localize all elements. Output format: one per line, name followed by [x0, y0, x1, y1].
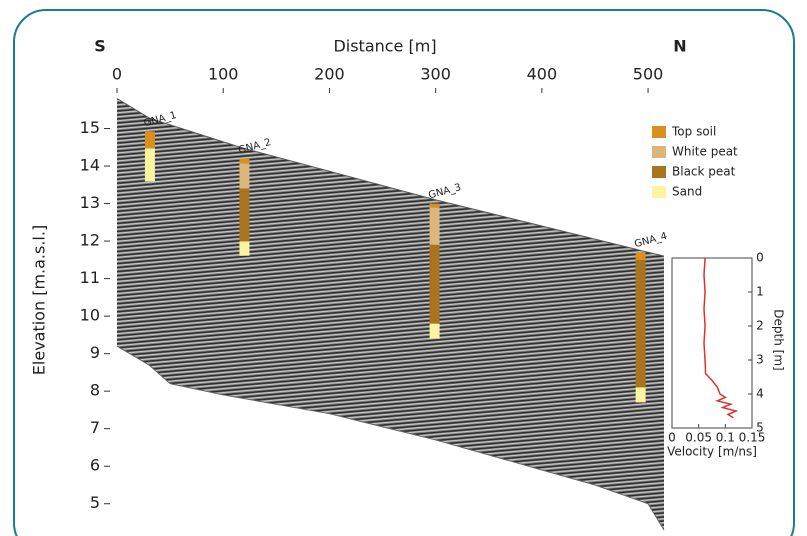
borehole-layer: [239, 189, 249, 242]
legend-swatch: [652, 186, 666, 198]
inset-plot: [672, 258, 752, 428]
inset-y-tick-label: 3: [756, 353, 764, 367]
y-tick-label: 11: [80, 268, 100, 287]
inset-y-tick-label: 1: [756, 285, 764, 299]
direction-label: S: [94, 37, 106, 56]
inset-x-tick-label: 0.1: [716, 431, 735, 445]
x-tick-label: 500: [633, 65, 664, 84]
legend-label: White peat: [672, 145, 738, 159]
x-tick-label: 400: [527, 65, 558, 84]
legend-swatch: [652, 166, 666, 178]
legend-swatch: [652, 146, 666, 158]
legend-label: Black peat: [672, 165, 736, 179]
borehole-layer: [145, 148, 155, 181]
y-tick-label: 9: [90, 343, 100, 362]
inset-y-tick-label: 2: [756, 319, 764, 333]
y-tick-label: 8: [90, 381, 100, 400]
legend-swatch: [652, 126, 666, 138]
x-axis-title: Distance [m]: [333, 37, 436, 56]
y-tick-label: 14: [80, 156, 100, 175]
y-tick-label: 13: [80, 193, 100, 212]
y-tick-label: 12: [80, 231, 100, 250]
y-tick-label: 5: [90, 493, 100, 512]
borehole-layer: [636, 252, 646, 260]
borehole-layer: [636, 387, 646, 402]
inset-x-title: Velocity [m/ns]: [667, 445, 757, 459]
inset-y-tick-label: 0: [756, 251, 764, 265]
borehole-layer: [430, 204, 440, 208]
inset-x-tick-label: 0: [668, 431, 676, 445]
legend-label: Sand: [672, 185, 702, 199]
borehole-layer: [636, 260, 646, 388]
borehole-layer: [239, 159, 249, 164]
y-tick-label: 7: [90, 418, 100, 437]
borehole-layer: [430, 245, 440, 324]
x-tick-label: 300: [420, 65, 451, 84]
inset-y-tick-label: 4: [756, 387, 764, 401]
borehole-layer: [430, 324, 440, 339]
direction-label: N: [673, 37, 686, 56]
x-tick-label: 100: [208, 65, 239, 84]
figure: Distance [m] S N Elevation [m.a.s.l.] Ve…: [0, 0, 807, 536]
y-tick-label: 6: [90, 456, 100, 475]
inset-x-tick-label: 0.05: [685, 431, 712, 445]
legend-label: Top soil: [671, 125, 716, 139]
inset-y-title: Depth [m]: [772, 309, 786, 370]
borehole-layer: [430, 207, 440, 245]
y-tick-label: 15: [80, 118, 100, 137]
borehole-layer: [239, 163, 249, 188]
borehole-layer: [145, 132, 155, 149]
x-tick-label: 0: [112, 65, 122, 84]
inset-y-tick-label: 5: [756, 421, 764, 435]
y-tick-label: 10: [80, 306, 100, 325]
y-axis-title: Elevation [m.a.s.l.]: [30, 225, 49, 375]
borehole-layer: [239, 241, 249, 255]
x-tick-label: 200: [314, 65, 345, 84]
